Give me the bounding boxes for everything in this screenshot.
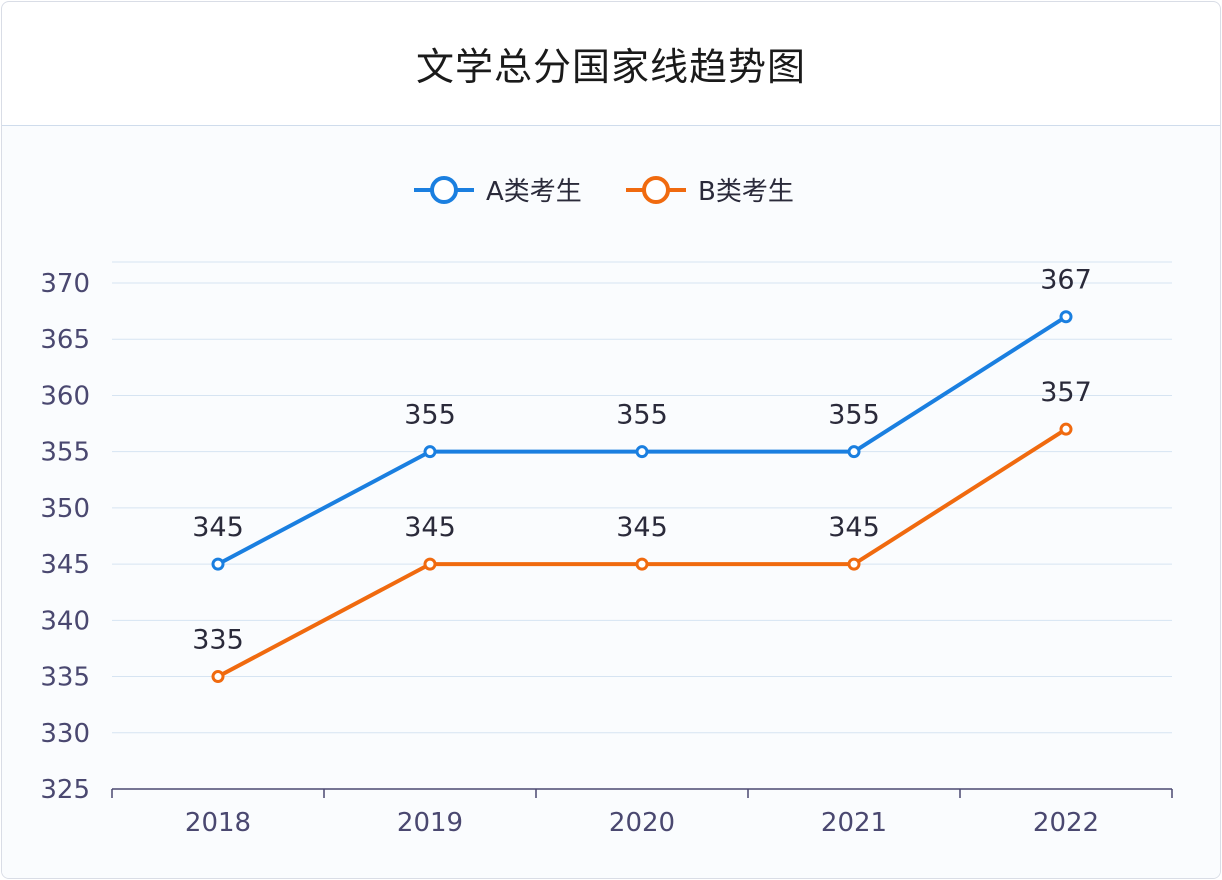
data-point (1059, 422, 1073, 436)
data-label: 345 (828, 512, 880, 543)
y-tick-label: 345 (40, 550, 90, 580)
y-tick-label: 365 (40, 325, 90, 355)
legend-marker (430, 176, 458, 204)
y-tick-label: 325 (40, 775, 90, 805)
data-label: 335 (192, 625, 244, 656)
data-label: 355 (616, 400, 668, 431)
x-tick-label: 2021 (821, 808, 887, 838)
y-tick-label: 350 (40, 494, 90, 524)
x-tick-label: 2019 (397, 808, 463, 838)
data-point (423, 557, 437, 571)
data-point (211, 670, 225, 684)
y-tick-label: 355 (40, 438, 90, 468)
x-tick-label: 2018 (185, 808, 251, 838)
data-point (211, 557, 225, 571)
chart-body (2, 126, 1220, 878)
legend: A类考生 B类考生 (414, 176, 794, 207)
y-tick-label: 370 (40, 269, 90, 299)
series-line (217, 427, 1068, 679)
data-label: 367 (1040, 265, 1092, 296)
data-label: 345 (404, 512, 456, 543)
data-point (1059, 310, 1073, 324)
data-point (635, 445, 649, 459)
chart-title: 文学总分国家线趋势图 (415, 45, 806, 89)
data-point (847, 445, 861, 459)
data-point (635, 557, 649, 571)
data-label: 357 (1040, 377, 1092, 408)
series-group: 345 355 355 355 367 335 345 345 345 357 (192, 265, 1092, 684)
data-point (847, 557, 861, 571)
x-tick-label: 2022 (1033, 808, 1099, 838)
grid-lines (112, 261, 1172, 734)
data-label: 355 (404, 400, 456, 431)
y-tick-label: 340 (40, 606, 90, 636)
y-tick-label: 335 (40, 663, 90, 693)
y-tick-label: 330 (40, 719, 90, 749)
data-point (423, 445, 437, 459)
legend-label: B类考生 (698, 177, 794, 207)
data-label: 345 (192, 512, 244, 543)
legend-label: A类考生 (486, 177, 582, 207)
x-tick-label: 2020 (609, 808, 675, 838)
legend-marker (642, 176, 670, 204)
axes: 325 330 335 340 345 350 355 360 365 370 2018 2019 20… (40, 269, 1173, 838)
y-tick-label: 360 (40, 381, 90, 411)
chart-header: 文学总分国家线趋势图 (2, 2, 1220, 126)
data-label: 345 (616, 512, 668, 543)
data-label: 355 (828, 400, 880, 431)
